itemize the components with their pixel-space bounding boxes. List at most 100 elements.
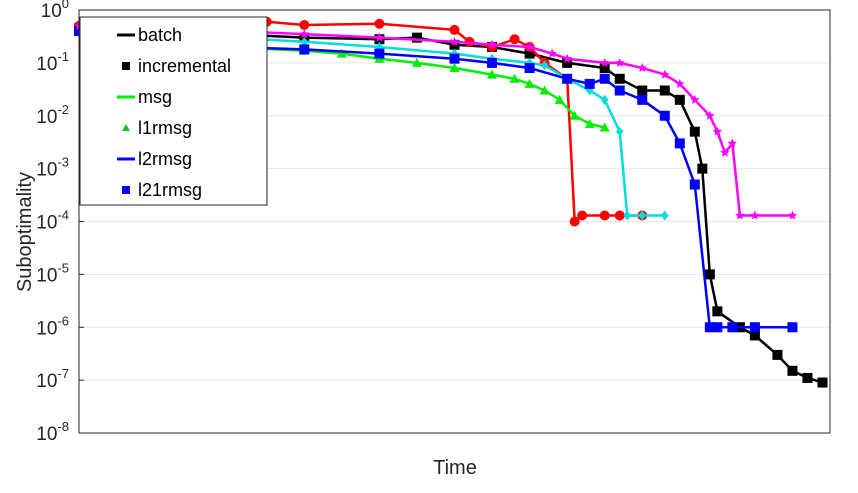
data-point (705, 110, 715, 120)
data-point (487, 39, 497, 49)
legend-triangle-swatch (122, 124, 130, 131)
data-point (599, 210, 610, 221)
y-tick-label: 10-7 (36, 366, 69, 392)
data-point (637, 94, 648, 105)
y-tick-base: 10 (36, 424, 57, 445)
data-point (554, 94, 565, 104)
legend-label: l21rmsg (138, 180, 202, 200)
data-point (599, 122, 610, 132)
data-point (735, 210, 745, 220)
data-point (449, 62, 460, 72)
data-point (411, 32, 422, 43)
y-tick-label: 100 (41, 0, 69, 22)
data-point (562, 73, 573, 84)
data-point (614, 85, 625, 96)
data-point (539, 85, 550, 95)
y-tick-exponent: -6 (57, 313, 69, 328)
y-tick-base: 10 (41, 1, 62, 22)
y-tick-base: 10 (36, 160, 57, 181)
y-tick-exponent: -5 (57, 260, 69, 275)
series-magenta (74, 20, 798, 220)
y-tick-base: 10 (36, 371, 57, 392)
data-point (449, 24, 460, 35)
data-point (720, 147, 730, 157)
data-point (675, 78, 685, 88)
data-point (299, 44, 310, 55)
data-point (690, 94, 700, 104)
legend-square-swatch (122, 186, 130, 194)
data-point (584, 118, 595, 128)
data-point (615, 57, 625, 67)
data-point (712, 322, 723, 333)
legend-label: batch (138, 25, 182, 45)
data-point (411, 57, 422, 67)
data-point (727, 322, 738, 333)
y-tick-label: 10-3 (36, 155, 69, 181)
y-tick-exponent: -3 (57, 155, 69, 170)
y-tick-base: 10 (36, 318, 57, 339)
data-point (749, 322, 760, 333)
y-axis-label: Suboptimality (14, 172, 36, 292)
data-point (449, 39, 460, 50)
data-point (802, 372, 813, 383)
data-point (562, 57, 573, 68)
data-point (524, 48, 535, 59)
data-point (599, 57, 610, 67)
data-point (772, 349, 783, 360)
y-tick-label: 10-4 (36, 208, 69, 234)
data-point (750, 210, 760, 220)
data-point (615, 126, 624, 137)
data-point (661, 210, 669, 221)
data-point (689, 126, 700, 137)
y-tick-exponent: -1 (57, 49, 69, 64)
data-point (524, 42, 535, 51)
data-point (509, 73, 520, 83)
y-tick-exponent: -2 (57, 102, 69, 117)
data-point (524, 78, 535, 88)
data-point (638, 210, 646, 221)
data-point (623, 210, 631, 221)
data-point (569, 216, 580, 227)
y-tick-exponent: -7 (57, 366, 69, 381)
data-point (817, 377, 828, 388)
y-tick-label: 10-1 (36, 49, 69, 75)
data-point (569, 110, 580, 120)
data-point (712, 126, 723, 136)
legend-square-swatch (122, 62, 130, 70)
data-point (374, 18, 385, 29)
y-tick-label: 10-6 (36, 313, 69, 339)
y-tick-base: 10 (36, 54, 57, 75)
y-tick-label: 10-8 (36, 419, 69, 445)
data-point (659, 85, 670, 96)
data-point (509, 34, 520, 45)
data-point (637, 63, 647, 72)
data-point (787, 322, 798, 333)
y-tick-exponent: 0 (62, 0, 69, 11)
data-point (712, 306, 723, 317)
data-point (299, 29, 310, 39)
data-point (600, 94, 609, 105)
data-point (614, 73, 625, 84)
x-axis-label: Time (433, 457, 477, 479)
legend-label: incremental (138, 56, 231, 76)
data-point (374, 32, 385, 42)
legend-label: l2rmsg (138, 149, 192, 169)
data-point (300, 36, 309, 47)
data-point (697, 163, 708, 174)
data-point (547, 48, 557, 58)
y-tick-label: 10-5 (36, 260, 69, 286)
data-point (614, 210, 625, 221)
data-point (584, 78, 595, 89)
y-tick-exponent: -4 (57, 208, 69, 223)
data-point (674, 138, 685, 149)
data-point (660, 69, 670, 79)
data-point (562, 53, 572, 63)
data-point (449, 36, 460, 46)
data-point (637, 85, 648, 96)
data-point (299, 20, 310, 31)
data-point (704, 322, 715, 333)
legend: batch incremental msg l1rmsg l2rmsg l21rmsg (79, 16, 268, 206)
y-tick-exponent: -8 (57, 419, 69, 434)
